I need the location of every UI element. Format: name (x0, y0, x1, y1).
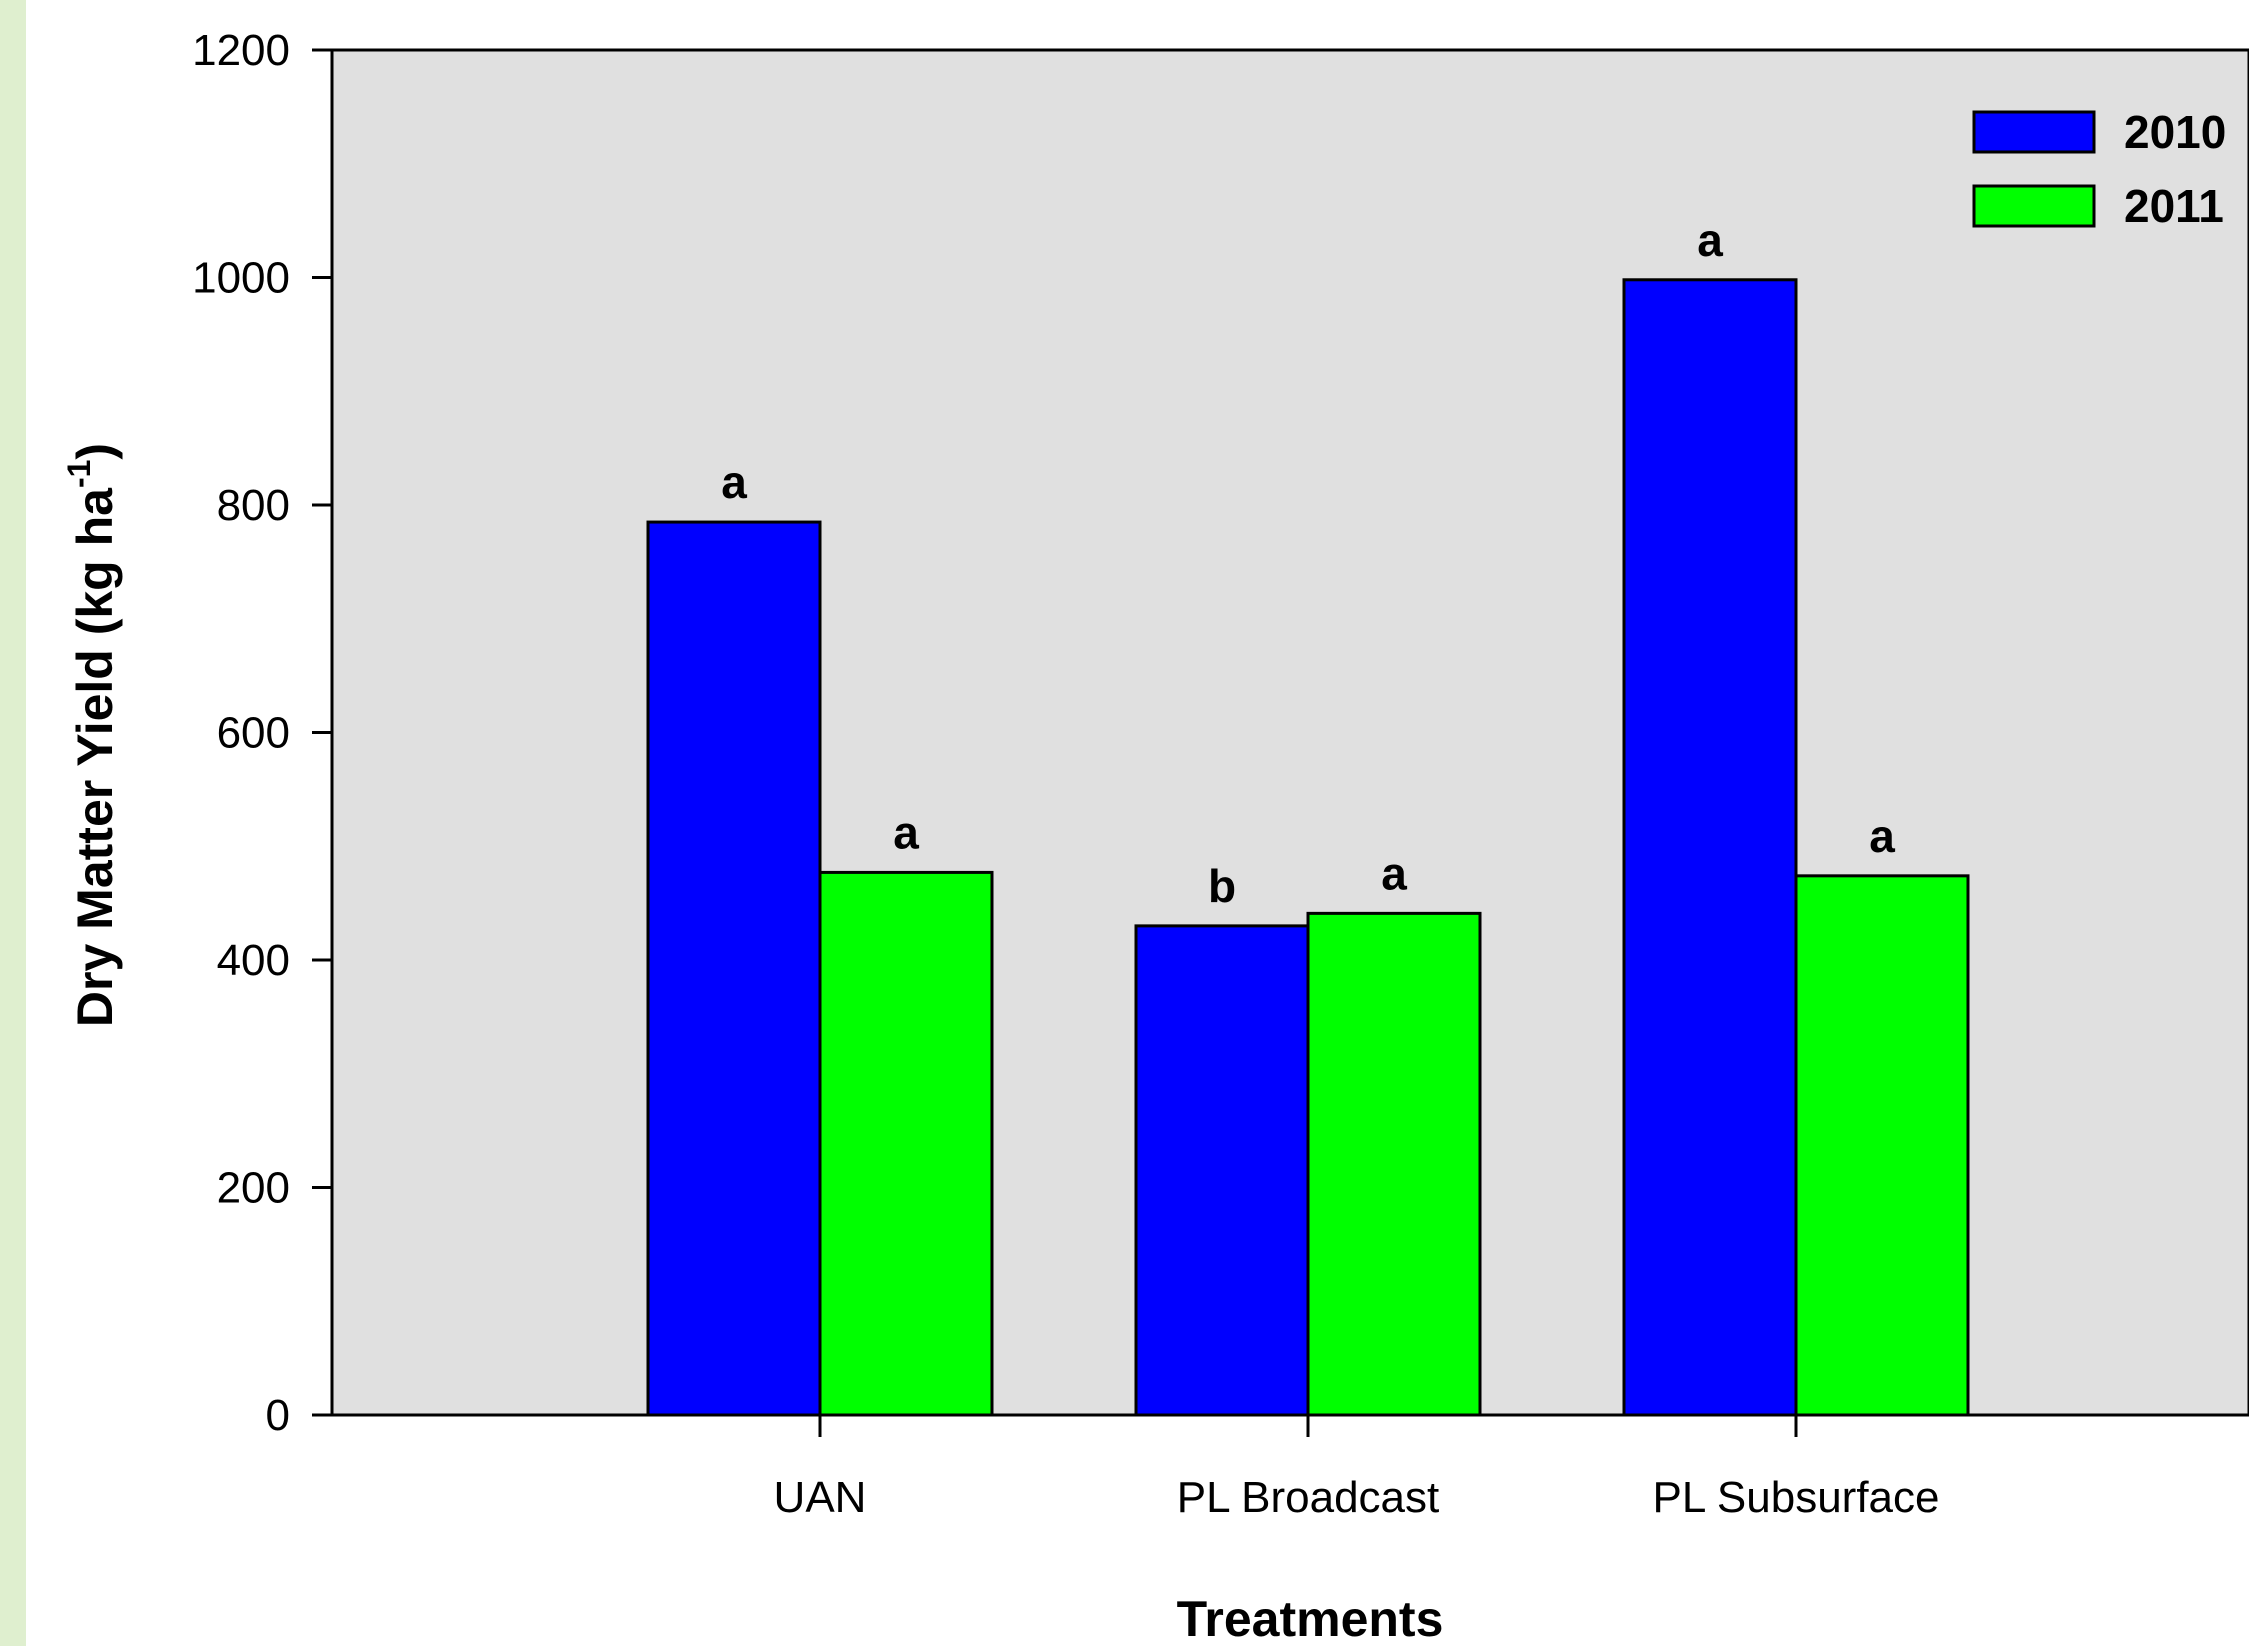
legend-swatch-2011 (1972, 184, 2096, 228)
legend-swatch-2010 (1972, 110, 2096, 154)
y-tick-label: 600 (217, 709, 290, 758)
legend-label-2010: 2010 (2124, 106, 2226, 158)
significance-label: a (893, 806, 919, 858)
y-tick-label: 400 (217, 936, 290, 985)
x-tick-label: PL Subsurface (1653, 1473, 1940, 1522)
y-tick-label: 200 (217, 1164, 290, 1213)
y-tick-label: 1200 (192, 26, 290, 75)
legend: 2010 2011 (1972, 106, 2226, 232)
bar-2010-pl-broadcast (1134, 924, 1310, 1417)
bar-2010-pl-subsurface (1622, 278, 1798, 1417)
y-axis-title-superscript: -1 (61, 460, 97, 488)
y-axis-title: Dry Matter Yield (kg ha-1) (61, 443, 123, 1027)
y-tick-label: 800 (217, 481, 290, 530)
bar-2010-uan (646, 520, 822, 1417)
x-tick-label: PL Broadcast (1177, 1473, 1440, 1522)
bar-2011-pl-subsurface (1794, 874, 1970, 1417)
bar-2011-pl-broadcast (1306, 911, 1482, 1417)
y-tick-label: 0 (266, 1391, 290, 1440)
axes-group: 0 200 400 600 800 1000 1200 UAN PL Broadcast PL S… (192, 26, 2249, 1522)
bars-group: a b a a a a (646, 214, 1970, 1417)
y-axis-title-main: Dry Matter Yield (kg ha (67, 487, 123, 1027)
y-axis-title-close: ) (67, 443, 123, 460)
bar-2011-uan (818, 870, 994, 1417)
significance-label: b (1208, 860, 1236, 912)
significance-label: a (1381, 847, 1407, 899)
significance-label: a (721, 456, 747, 508)
significance-label: a (1869, 810, 1895, 862)
x-axis-title: Treatments (1177, 1591, 1444, 1646)
legend-label-2011: 2011 (2124, 180, 2224, 232)
side-decoration-strip (0, 0, 26, 1646)
significance-label: a (1697, 214, 1723, 266)
y-tick-label: 1000 (192, 254, 290, 303)
x-tick-label: UAN (774, 1473, 867, 1522)
